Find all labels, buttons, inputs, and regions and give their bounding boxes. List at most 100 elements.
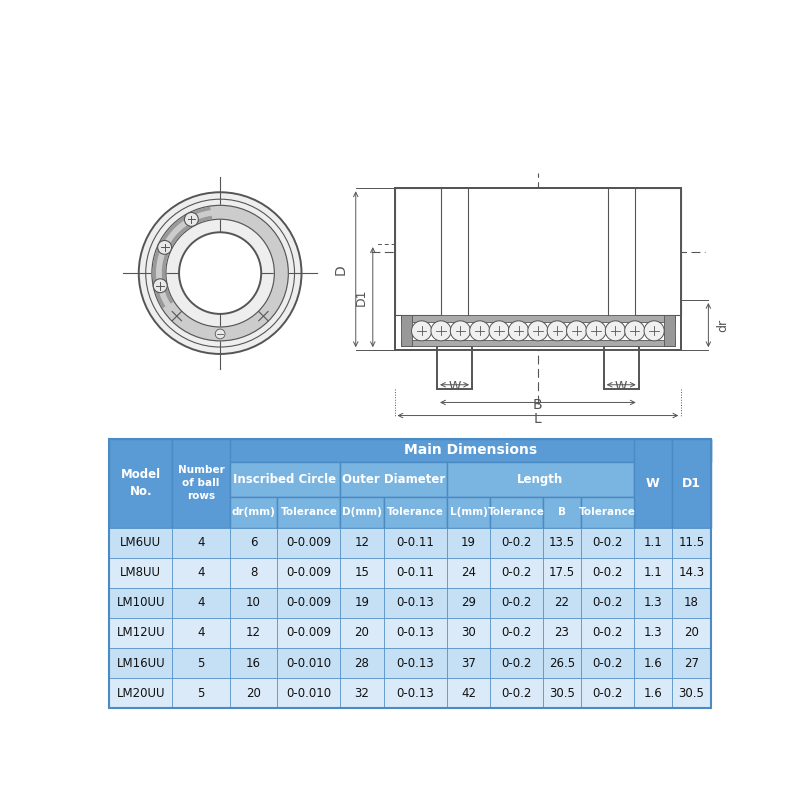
Bar <box>446 527 490 558</box>
Bar <box>634 188 682 315</box>
Text: Number
of ball
rows: Number of ball rows <box>178 465 224 502</box>
Circle shape <box>158 241 172 254</box>
Text: 0-0.009: 0-0.009 <box>286 596 331 610</box>
Text: 13.5: 13.5 <box>549 536 575 549</box>
Text: Tolerance: Tolerance <box>280 507 338 517</box>
Text: 5: 5 <box>198 657 205 670</box>
Bar <box>490 648 542 678</box>
Bar <box>490 588 542 618</box>
Bar <box>634 438 672 527</box>
Circle shape <box>625 321 645 341</box>
Bar <box>581 588 634 618</box>
Text: 30.5: 30.5 <box>549 686 575 700</box>
Polygon shape <box>152 206 288 341</box>
Text: LM10UU: LM10UU <box>117 596 165 610</box>
Bar <box>401 315 411 346</box>
Bar <box>172 648 230 678</box>
Text: 20: 20 <box>246 686 261 700</box>
Bar <box>110 648 172 678</box>
Bar <box>394 188 682 350</box>
Bar <box>634 588 672 618</box>
Bar <box>340 558 384 588</box>
Text: D1: D1 <box>682 477 701 490</box>
Bar <box>446 678 490 708</box>
Bar <box>278 678 340 708</box>
Text: W: W <box>448 380 461 394</box>
Bar <box>172 678 230 708</box>
Bar <box>581 648 634 678</box>
Text: Model
No.: Model No. <box>121 468 161 498</box>
Text: 0-0.2: 0-0.2 <box>502 596 532 610</box>
Text: 0-0.2: 0-0.2 <box>592 657 622 670</box>
Text: 15: 15 <box>354 566 370 579</box>
Text: 4: 4 <box>198 566 205 579</box>
Text: Tolerance: Tolerance <box>579 507 636 517</box>
Text: 20: 20 <box>354 626 370 639</box>
Bar <box>634 678 672 708</box>
Bar <box>340 497 384 527</box>
Bar <box>542 678 581 708</box>
Circle shape <box>644 321 664 341</box>
Bar <box>230 558 278 588</box>
Bar <box>278 558 340 588</box>
Bar <box>340 588 384 618</box>
Bar <box>672 438 710 527</box>
Text: dr: dr <box>716 318 729 332</box>
Text: 0-0.009: 0-0.009 <box>286 566 331 579</box>
Text: 0-0.13: 0-0.13 <box>396 626 434 639</box>
Text: 0-0.2: 0-0.2 <box>502 626 532 639</box>
Bar <box>634 558 672 588</box>
Text: 0-0.11: 0-0.11 <box>396 536 434 549</box>
Bar <box>581 618 634 648</box>
Text: LM16UU: LM16UU <box>117 657 165 670</box>
Text: 0-0.2: 0-0.2 <box>502 686 532 700</box>
Bar <box>110 618 172 648</box>
Text: 0-0.010: 0-0.010 <box>286 657 331 670</box>
Bar <box>110 438 710 462</box>
Bar <box>172 527 230 558</box>
Bar <box>664 315 675 346</box>
Text: Tolerance: Tolerance <box>488 507 545 517</box>
Circle shape <box>528 321 548 341</box>
Bar <box>401 340 675 346</box>
Bar <box>172 438 230 527</box>
Text: dr(mm): dr(mm) <box>231 507 275 517</box>
Bar <box>542 497 581 527</box>
Text: 0-0.2: 0-0.2 <box>502 566 532 579</box>
Bar <box>581 497 634 527</box>
Bar <box>340 678 384 708</box>
Text: 20: 20 <box>684 626 699 639</box>
Bar <box>110 558 172 588</box>
Circle shape <box>431 321 451 341</box>
Bar <box>672 648 710 678</box>
Text: 0-0.2: 0-0.2 <box>592 626 622 639</box>
Text: Main Dimensions: Main Dimensions <box>404 443 537 457</box>
Bar <box>490 497 542 527</box>
Text: 37: 37 <box>461 657 476 670</box>
Text: B: B <box>558 507 566 517</box>
Bar <box>230 527 278 558</box>
Text: 14.3: 14.3 <box>678 566 705 579</box>
Bar <box>230 497 278 527</box>
Circle shape <box>179 232 261 314</box>
Text: Outer Diameter: Outer Diameter <box>342 473 445 486</box>
Text: 17.5: 17.5 <box>549 566 575 579</box>
Text: 0-0.2: 0-0.2 <box>502 536 532 549</box>
Text: B: B <box>533 398 542 412</box>
Bar <box>110 588 172 618</box>
Text: 19: 19 <box>461 536 476 549</box>
Text: 11.5: 11.5 <box>678 536 705 549</box>
Bar <box>110 438 710 708</box>
Text: L(mm): L(mm) <box>450 507 487 517</box>
Text: 12: 12 <box>354 536 370 549</box>
Bar <box>672 558 710 588</box>
Text: 1.3: 1.3 <box>644 596 662 610</box>
Bar <box>230 648 278 678</box>
Bar <box>446 618 490 648</box>
Bar <box>384 497 446 527</box>
Bar <box>340 527 384 558</box>
Bar <box>172 618 230 648</box>
Text: 4: 4 <box>198 536 205 549</box>
Text: 0-0.010: 0-0.010 <box>286 686 331 700</box>
Bar <box>230 462 340 497</box>
